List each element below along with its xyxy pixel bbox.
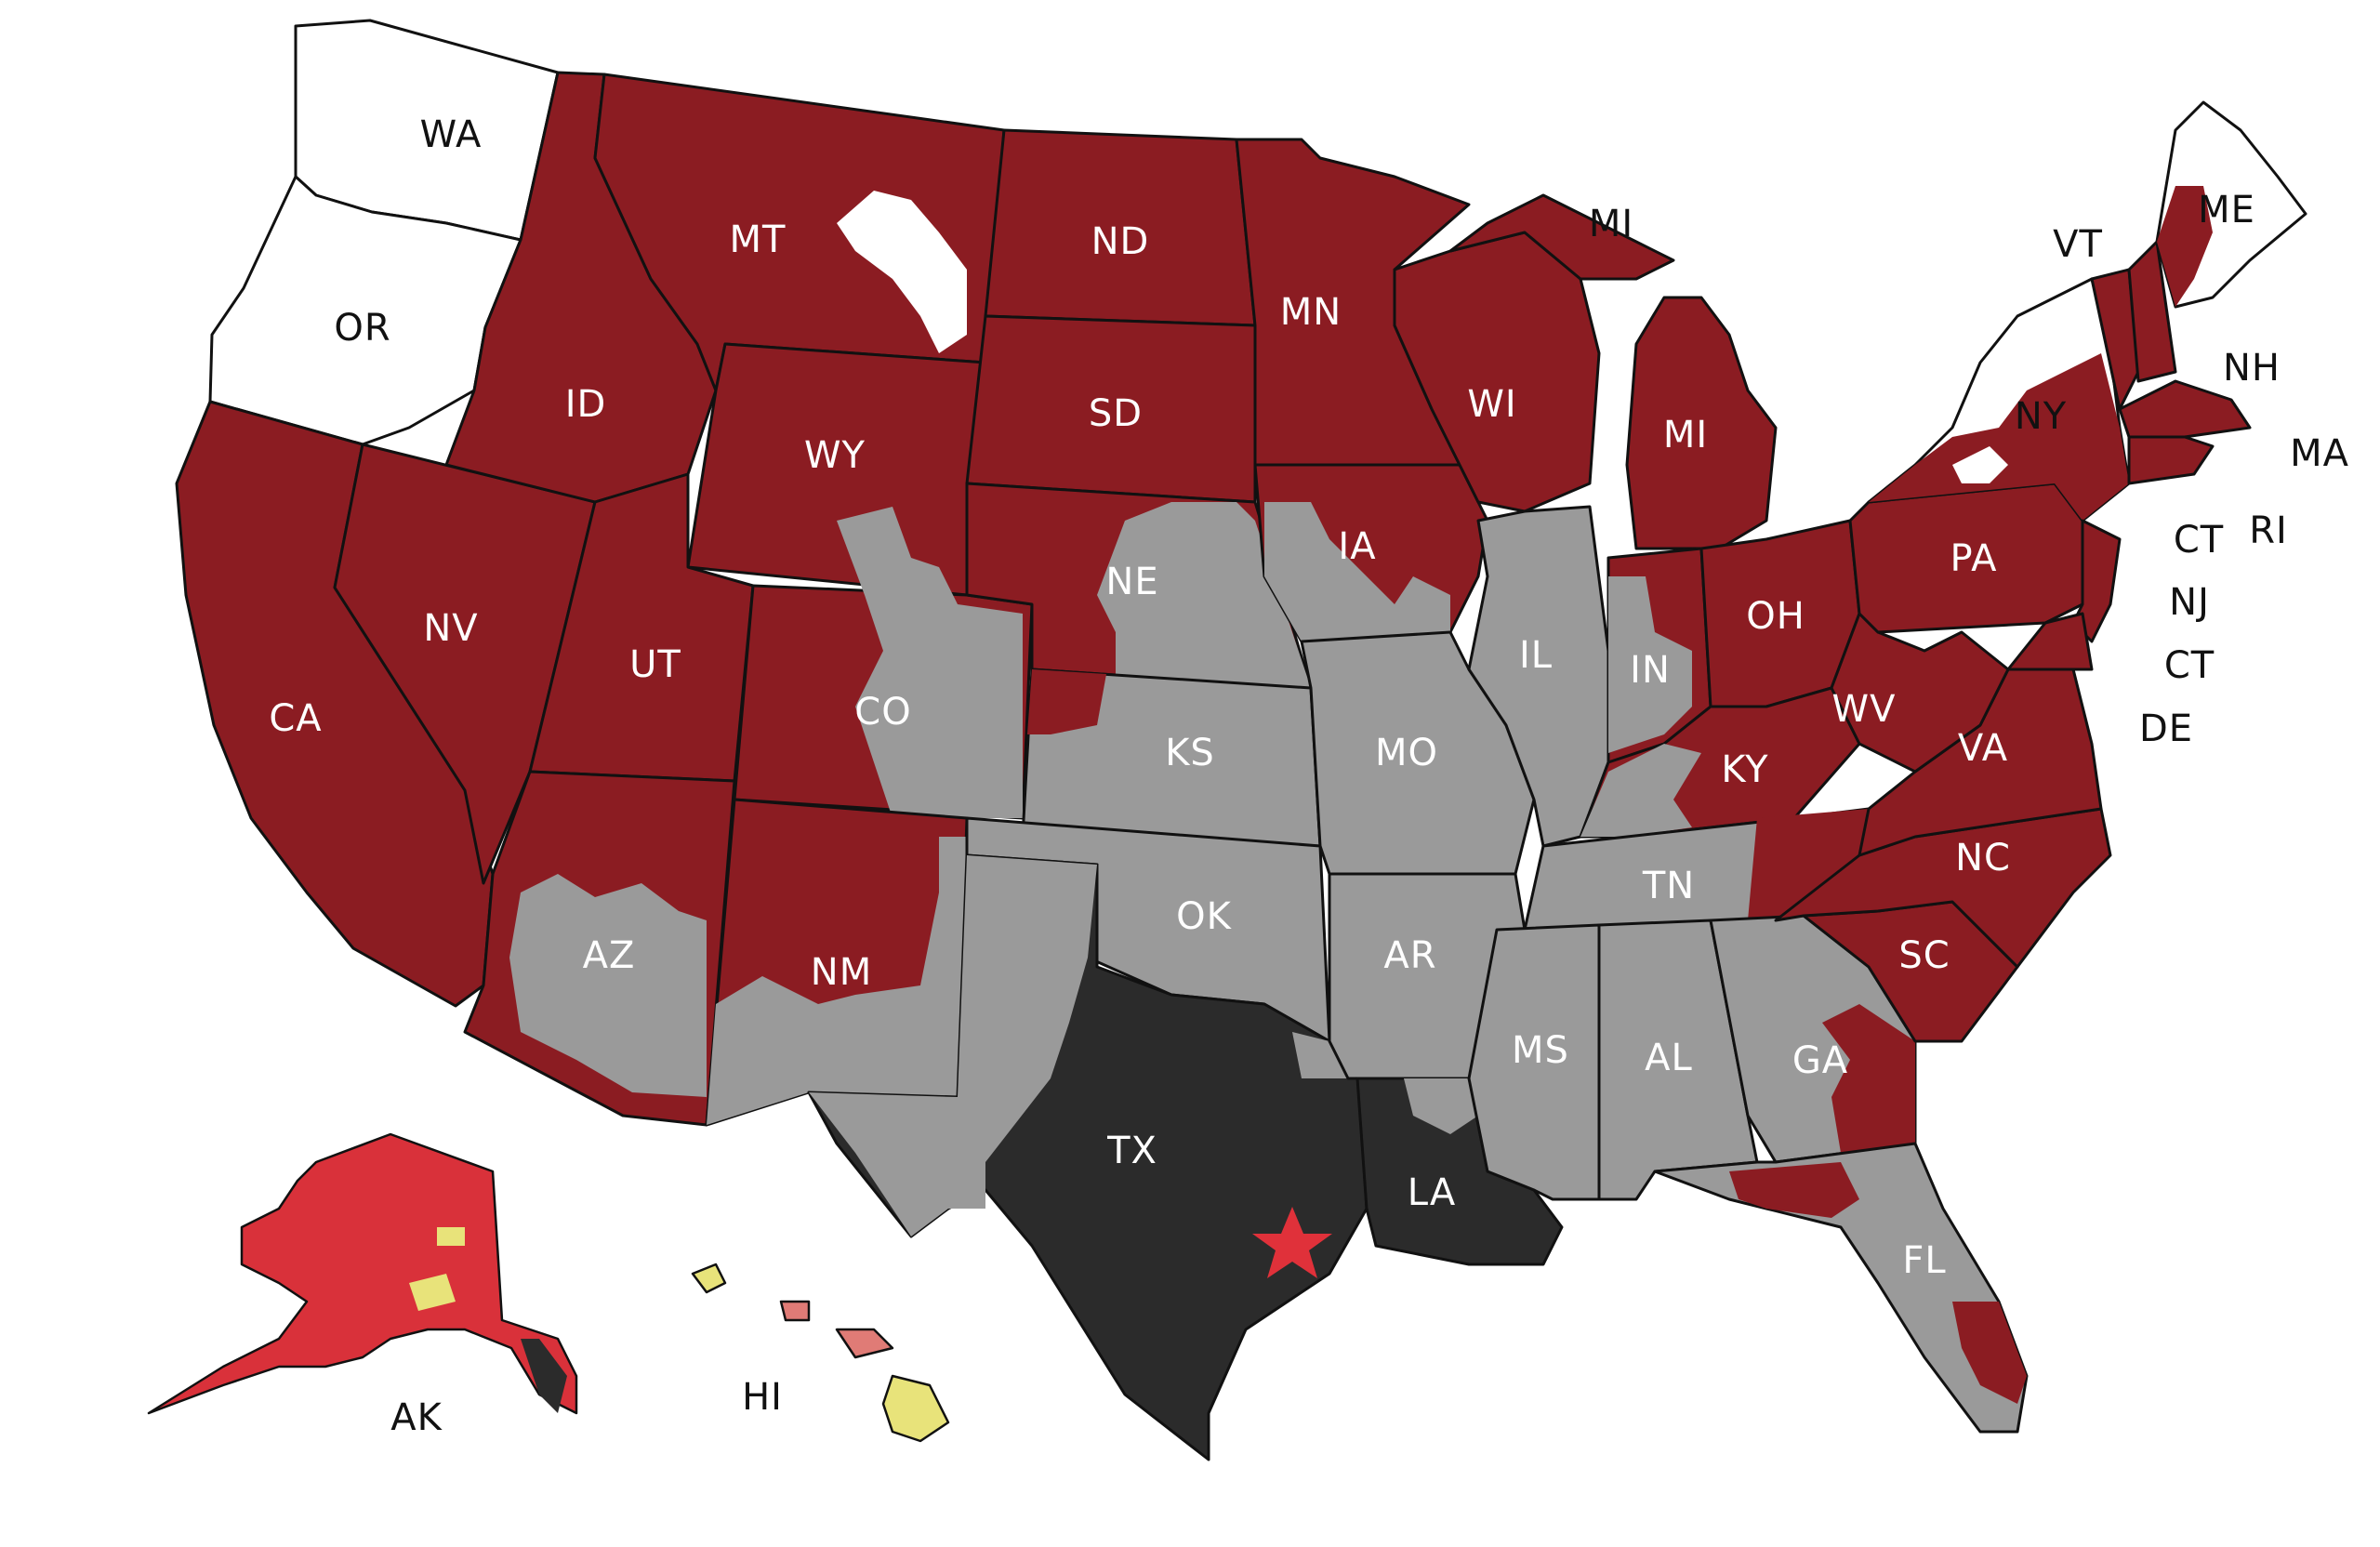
gr-ne	[1097, 502, 1311, 688]
rd-fl-south	[1952, 1302, 2027, 1404]
label-ga: GA	[1792, 1039, 1848, 1082]
gr-in	[1608, 576, 1692, 753]
star-icon	[1252, 1207, 1332, 1278]
label-de: DE	[2139, 707, 2193, 750]
label-mi: MI	[1663, 414, 1708, 456]
label-sd: SD	[1089, 392, 1143, 435]
state-fl	[1653, 1142, 2029, 1434]
label-ut: UT	[629, 643, 681, 686]
rd-tn	[1748, 809, 1869, 920]
ak-black	[521, 1339, 567, 1413]
label-mn: MN	[1280, 291, 1342, 334]
label-vt: VT	[2053, 223, 2103, 266]
label-la: LA	[1408, 1171, 1457, 1214]
label-sc: SC	[1898, 934, 1950, 977]
label-nm: NM	[811, 951, 872, 994]
gr-tx-west	[809, 855, 1097, 1236]
label-az: AZ	[583, 934, 636, 977]
label-pa: PA	[1950, 537, 1998, 580]
label-ms: MS	[1512, 1029, 1569, 1072]
label-ct-2: CT	[2164, 644, 2215, 687]
label-fl: FL	[1902, 1239, 1946, 1282]
state-de-md	[2006, 612, 2094, 671]
label-ak: AK	[390, 1396, 443, 1439]
label-ca: CA	[269, 697, 322, 740]
label-or: OR	[334, 307, 390, 350]
label-mo: MO	[1375, 732, 1438, 774]
gr-ia	[1264, 502, 1450, 641]
rd-fl-north	[1729, 1162, 1859, 1218]
label-nh: NH	[2223, 347, 2281, 390]
label-ne: NE	[1105, 561, 1158, 603]
state-nj	[2071, 519, 2122, 643]
label-me: ME	[2198, 189, 2255, 231]
label-tn: TN	[1642, 865, 1695, 907]
label-hi: HI	[742, 1376, 783, 1419]
label-oh: OH	[1746, 595, 1805, 638]
state-tx	[807, 853, 1368, 1461]
label-wy: WY	[804, 434, 866, 477]
label-ks: KS	[1165, 732, 1215, 774]
ak-yellow-2	[437, 1227, 465, 1246]
label-ma: MA	[2290, 432, 2349, 475]
state-ma	[2118, 379, 2252, 439]
label-in: IN	[1630, 649, 1671, 692]
wh-ny-pocket	[1952, 446, 2008, 483]
hi-kauai	[691, 1263, 727, 1294]
label-nc: NC	[1955, 837, 2011, 879]
rd-ga	[1822, 1004, 1915, 1153]
label-ky: KY	[1721, 748, 1768, 791]
state-mi-upper	[1448, 193, 1675, 281]
label-mi-upper: MI	[1589, 203, 1633, 245]
hi-maui-group	[835, 1328, 894, 1359]
state-mi	[1625, 296, 1778, 550]
rd-me	[2157, 186, 2213, 307]
label-tx: TX	[1106, 1130, 1157, 1172]
gr-ky	[1580, 744, 1701, 837]
ak-yellow-1	[409, 1274, 456, 1311]
state-ak	[147, 1132, 578, 1415]
label-nd: ND	[1091, 220, 1150, 263]
label-wi: WI	[1467, 383, 1516, 426]
label-mt: MT	[730, 218, 787, 261]
state-mo	[1300, 630, 1536, 876]
label-wv: WV	[1832, 688, 1897, 731]
label-nj: NJ	[2169, 581, 2210, 624]
gr-nm	[707, 837, 967, 1125]
label-nv: NV	[423, 607, 478, 650]
label-wa: WA	[420, 113, 483, 156]
hi-oahu	[779, 1300, 811, 1322]
hi-big-island	[881, 1374, 950, 1443]
label-va: VA	[1958, 727, 2008, 770]
label-il: IL	[1519, 634, 1553, 677]
state-ct-ri	[2127, 435, 2215, 485]
wh-mt-hole	[837, 191, 967, 353]
rd-ks	[1027, 669, 1106, 734]
label-ny: NY	[2015, 395, 2067, 438]
gr-co	[837, 507, 1023, 818]
label-al: AL	[1645, 1037, 1693, 1079]
label-id: ID	[565, 383, 607, 426]
label-ar: AR	[1383, 934, 1436, 977]
state-il	[1467, 505, 1610, 848]
gr-la	[1404, 1078, 1478, 1134]
state-wy	[686, 342, 987, 597]
label-ri: RI	[2249, 509, 2288, 552]
label-ct: CT	[2174, 519, 2224, 562]
label-ok: OK	[1176, 895, 1232, 938]
label-co: CO	[854, 691, 911, 734]
rd-ny	[1869, 353, 2129, 521]
state-nh	[2127, 240, 2177, 383]
label-ia: IA	[1338, 525, 1376, 568]
gr-az	[509, 874, 707, 1097]
